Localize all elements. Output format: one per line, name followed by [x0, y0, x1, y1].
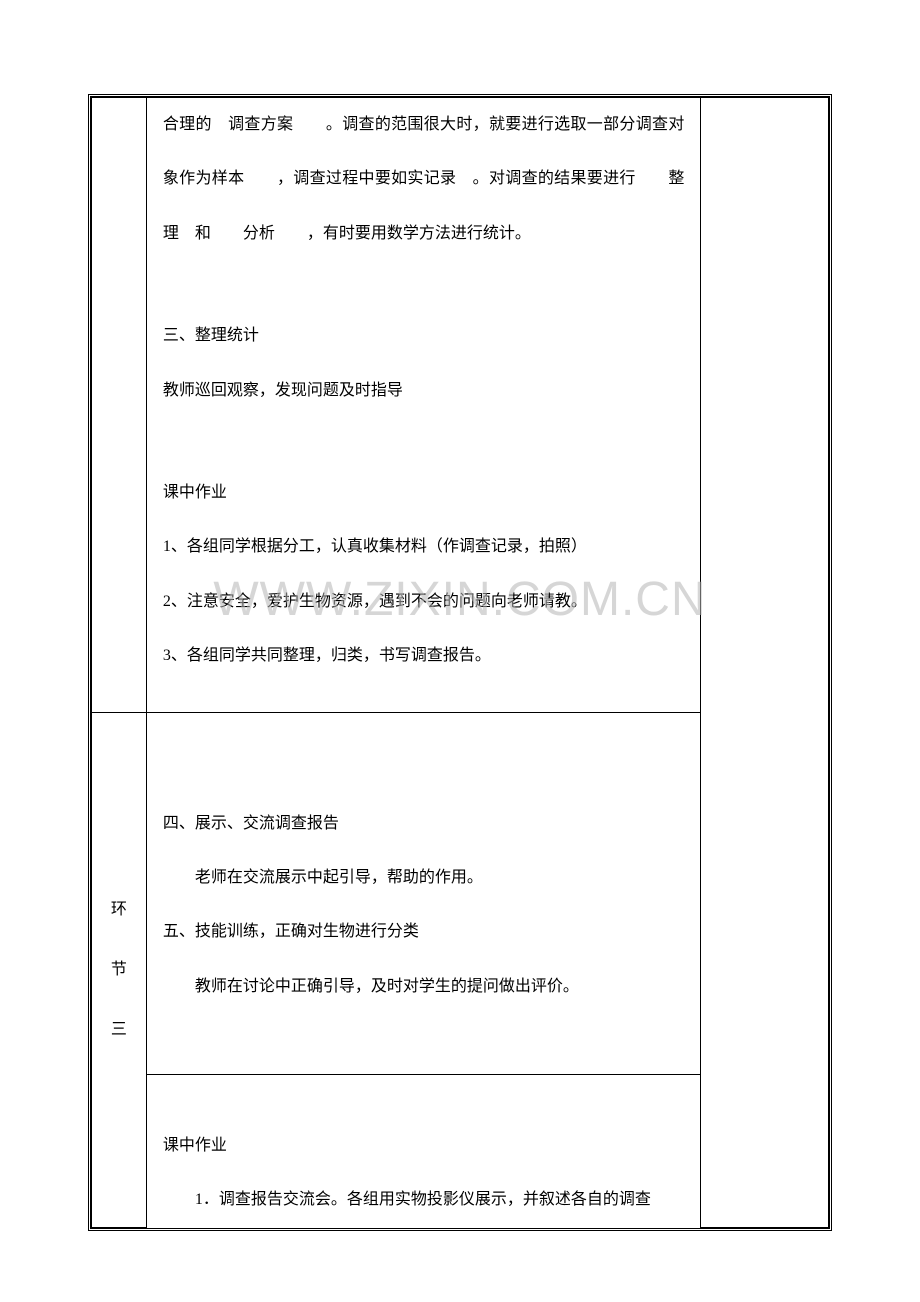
section-label-char: 三 — [111, 1014, 127, 1046]
table-row: 合理的 调查方案 。调查的范围很大时，就要进行选取一部分调查对象作为样本 ，调查… — [92, 98, 829, 713]
row2-left-cell: 环 节 三 — [92, 712, 147, 1228]
row2-mid-top-cell: 四、展示、交流调查报告 老师在交流展示中起引导，帮助的作用。 五、技能训练，正确… — [146, 712, 700, 1075]
document-table: 合理的 调查方案 。调查的范围很大时，就要进行选取一部分调查对象作为样本 ，调查… — [91, 97, 829, 1228]
spacer — [163, 261, 684, 309]
paragraph: 老师在交流展示中起引导，帮助的作用。 — [163, 851, 684, 905]
document-table-wrapper: 合理的 调查方案 。调查的范围很大时，就要进行选取一部分调查对象作为样本 ，调查… — [88, 94, 832, 1231]
section-label-vertical: 环 节 三 — [92, 894, 146, 1046]
heading-classwork: 课中作业 — [163, 1119, 684, 1173]
paragraph: 教师在讨论中正确引导，及时对学生的提问做出评价。 — [163, 960, 684, 1014]
paragraph: 教师巡回观察，发现问题及时指导 — [163, 364, 684, 418]
row1-block-b: 三、整理统计 教师巡回观察，发现问题及时指导 — [163, 309, 684, 418]
row2-content-bottom: 课中作业 1．调查报告交流会。各组用实物投影仪展示，并叙述各自的调查 — [163, 1119, 684, 1228]
spacer — [163, 418, 684, 466]
heading-section-4: 四、展示、交流调查报告 — [163, 797, 684, 851]
spacer — [163, 1087, 684, 1119]
spacer — [163, 725, 684, 797]
row1-left-cell — [92, 98, 147, 713]
list-item: 1、各组同学根据分工，认真收集材料（作调查记录，拍照） — [163, 520, 684, 574]
paragraph: 合理的 调查方案 。调查的范围很大时，就要进行选取一部分调查对象作为样本 ，调查… — [163, 98, 684, 261]
heading-section-3: 三、整理统计 — [163, 309, 684, 363]
heading-section-5: 五、技能训练，正确对生物进行分类 — [163, 905, 684, 959]
list-item: 1．调查报告交流会。各组用实物投影仪展示，并叙述各自的调查 — [163, 1173, 684, 1227]
section-label-char: 节 — [111, 954, 127, 986]
row2-content-top: 四、展示、交流调查报告 老师在交流展示中起引导，帮助的作用。 五、技能训练，正确… — [163, 797, 684, 1015]
row1-mid-cell: 合理的 调查方案 。调查的范围很大时，就要进行选取一部分调查对象作为样本 ，调查… — [146, 98, 700, 713]
list-item: 3、各组同学共同整理，归类，书写调查报告。 — [163, 629, 684, 683]
row1-right-cell — [701, 98, 829, 1228]
spacer — [163, 1014, 684, 1046]
section-label-char: 环 — [111, 894, 127, 926]
row2-mid-bottom-cell: 课中作业 1．调查报告交流会。各组用实物投影仪展示，并叙述各自的调查 — [146, 1075, 700, 1228]
row1-block-a: 合理的 调查方案 。调查的范围很大时，就要进行选取一部分调查对象作为样本 ，调查… — [163, 98, 684, 261]
heading-classwork: 课中作业 — [163, 466, 684, 520]
row1-block-c: 课中作业 1、各组同学根据分工，认真收集材料（作调查记录，拍照） 2、注意安全，… — [163, 466, 684, 684]
list-item: 2、注意安全，爱护生物资源，遇到不会的问题向老师请教。 — [163, 575, 684, 629]
